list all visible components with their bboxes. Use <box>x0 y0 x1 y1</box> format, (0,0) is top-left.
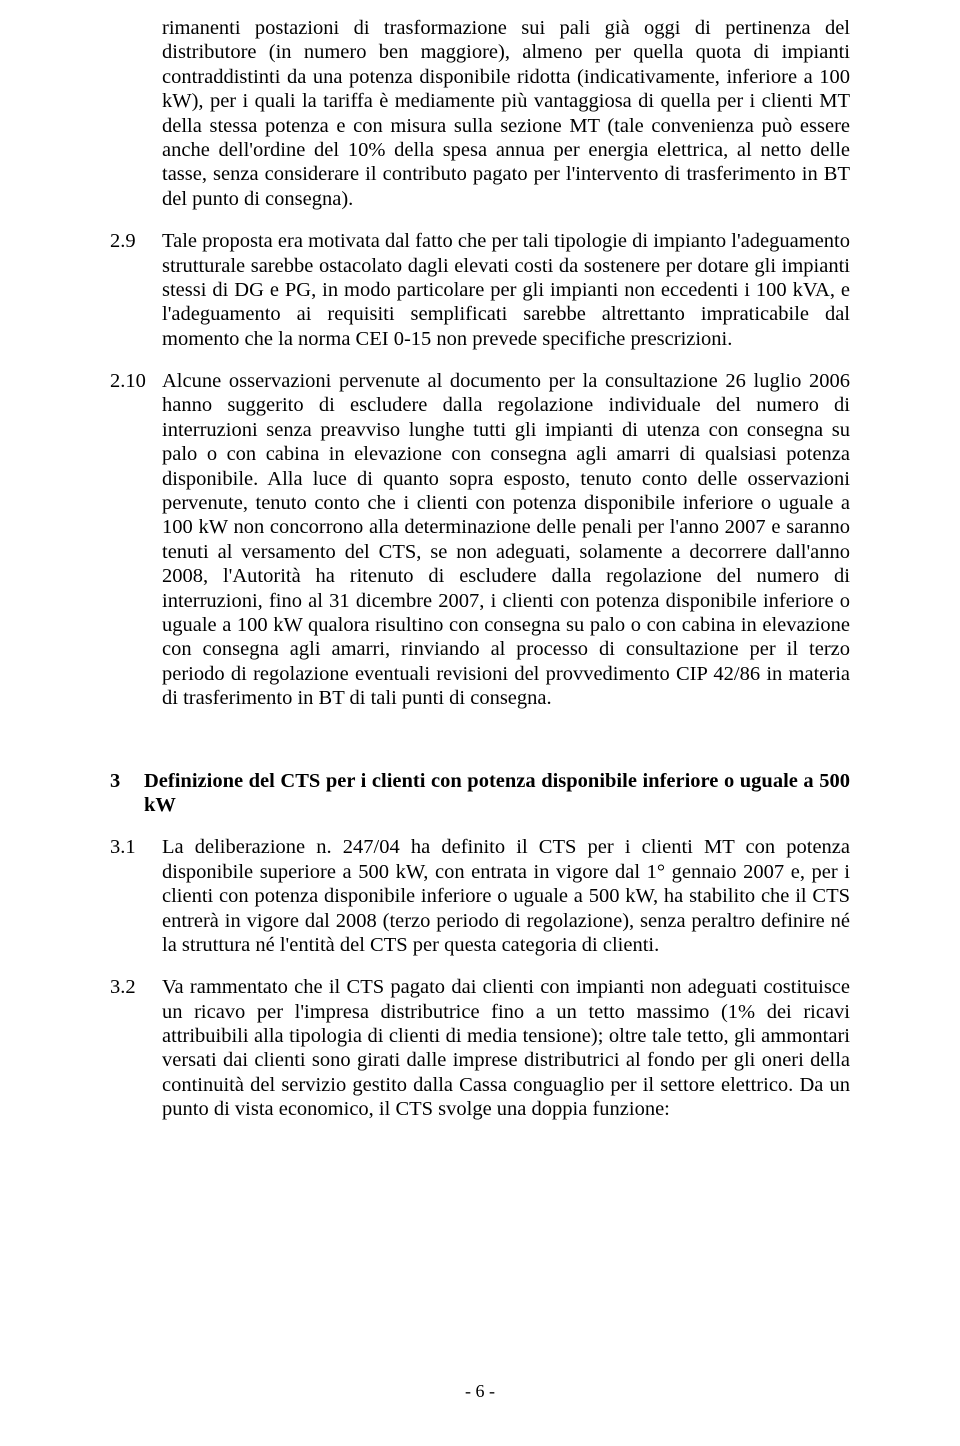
section-title: Definizione del CTS per i clienti con po… <box>144 769 850 818</box>
paragraph-continuation: rimanenti postazioni di trasformazione s… <box>162 16 850 211</box>
section-number: 3 <box>110 769 144 818</box>
paragraph-text: La deliberazione n. 247/04 ha definito i… <box>162 835 850 957</box>
page-number-footer: - 6 - <box>0 1381 960 1402</box>
paragraph-3-2: 3.2 Va rammentato che il CTS pagato dai … <box>110 975 850 1121</box>
paragraph-number: 2.10 <box>110 369 162 710</box>
paragraph-3-1: 3.1 La deliberazione n. 247/04 ha defini… <box>110 835 850 957</box>
paragraph-number: 3.1 <box>110 835 162 957</box>
paragraph-text: Tale proposta era motivata dal fatto che… <box>162 229 850 351</box>
paragraph-text: Alcune osservazioni pervenute al documen… <box>162 369 850 710</box>
paragraph-number: 2.9 <box>110 229 162 351</box>
document-page: rimanenti postazioni di trasformazione s… <box>0 0 960 1122</box>
section-3-heading: 3 Definizione del CTS per i clienti con … <box>110 769 850 818</box>
paragraph-2-10: 2.10 Alcune osservazioni pervenute al do… <box>110 369 850 710</box>
paragraph-2-9: 2.9 Tale proposta era motivata dal fatto… <box>110 229 850 351</box>
paragraph-number: 3.2 <box>110 975 162 1121</box>
paragraph-text: Va rammentato che il CTS pagato dai clie… <box>162 975 850 1121</box>
